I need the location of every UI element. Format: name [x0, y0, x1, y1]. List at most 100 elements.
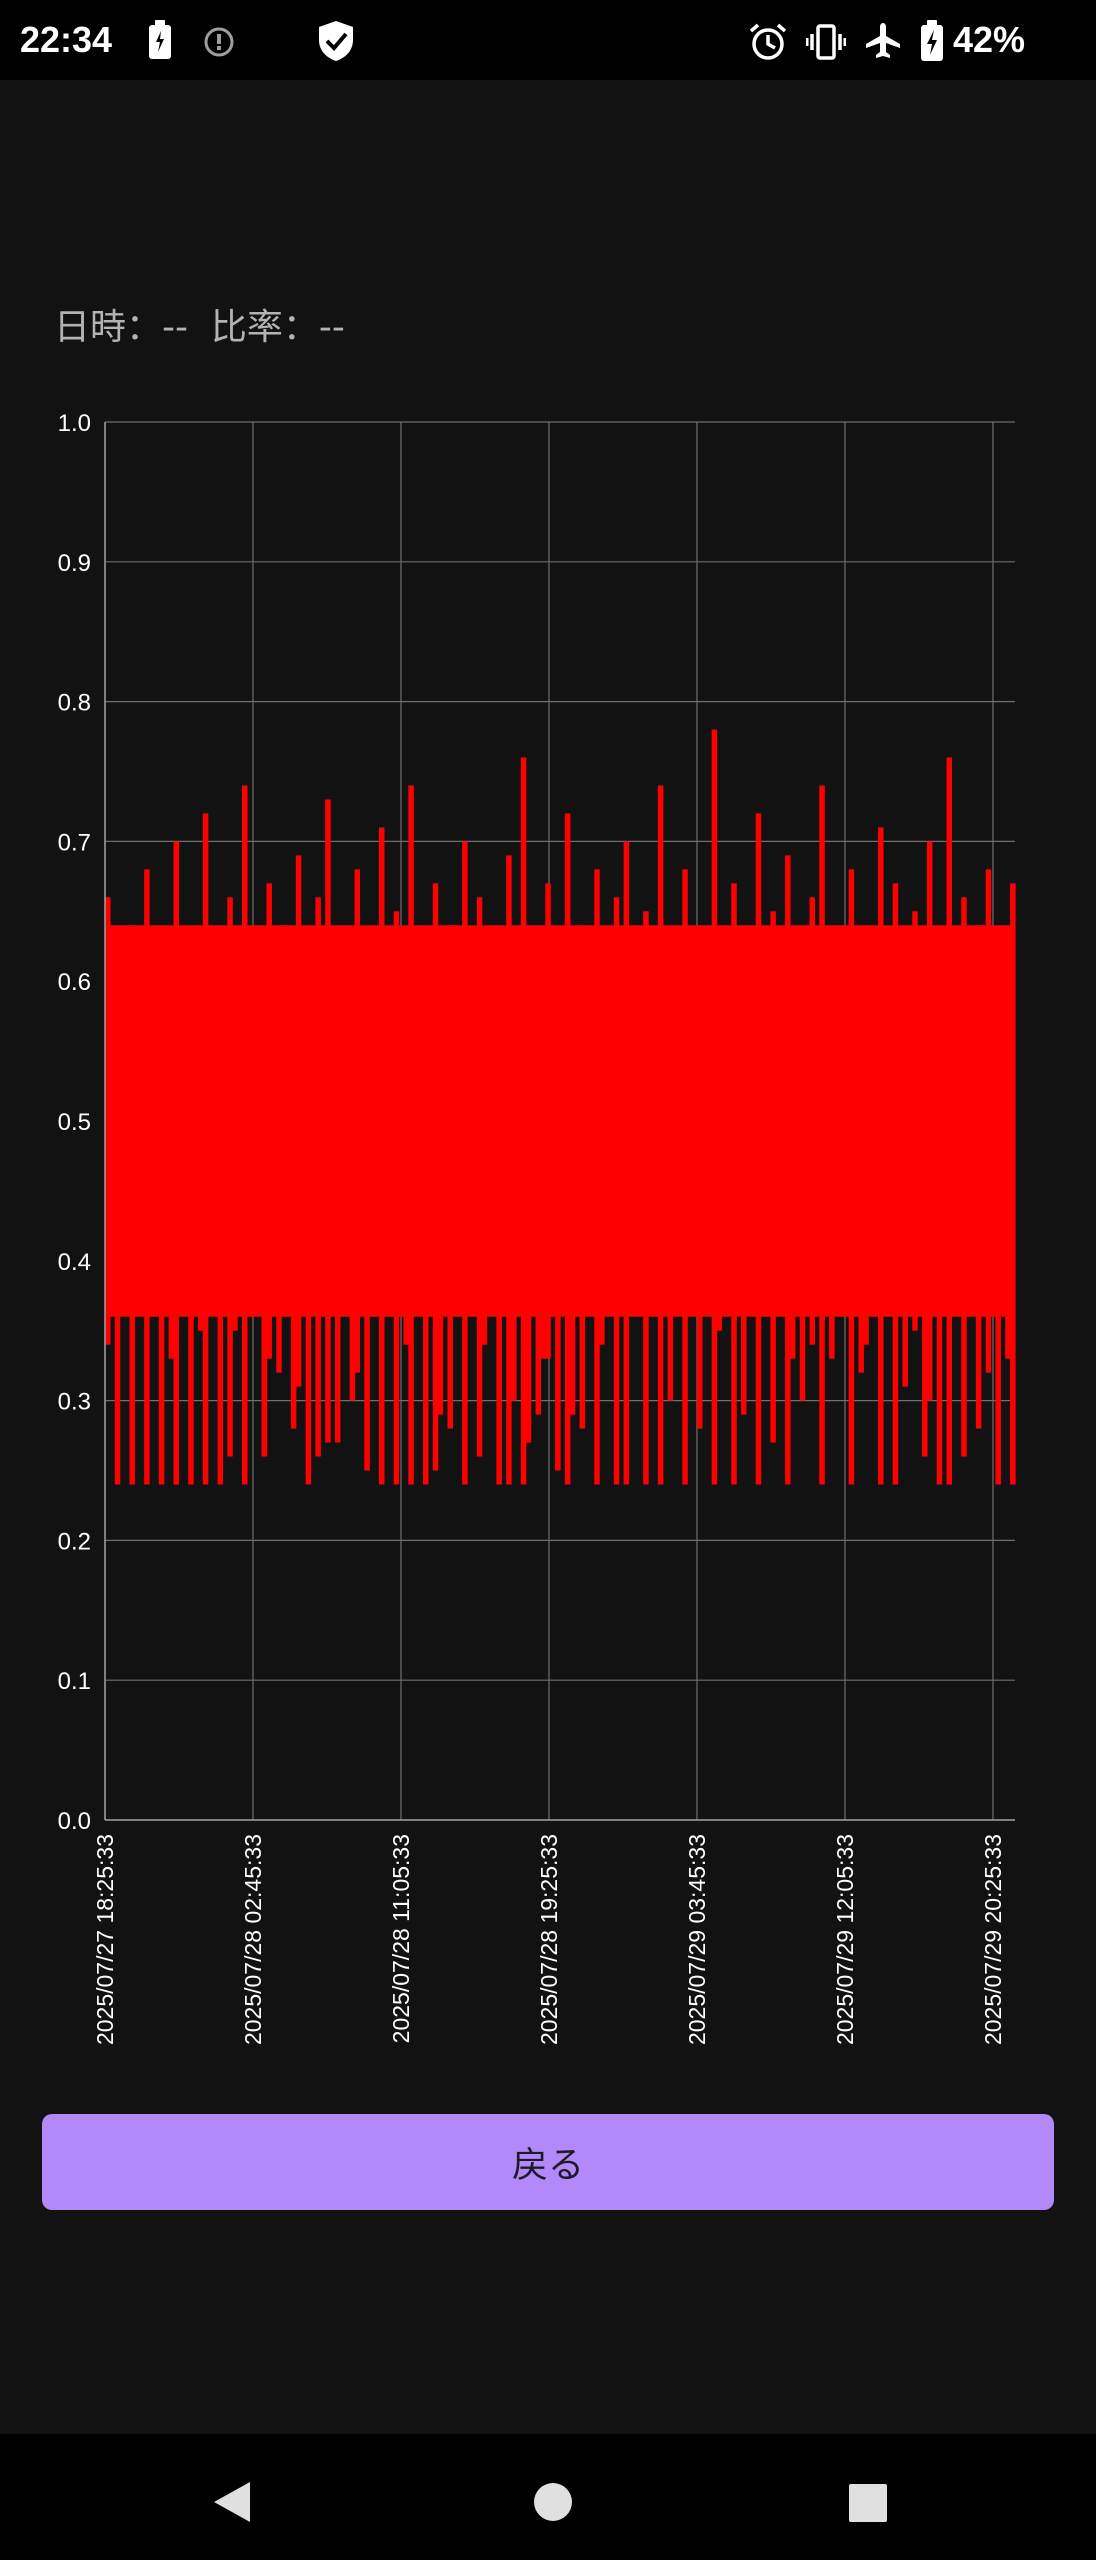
data-bar[interactable] — [780, 1009, 786, 1121]
data-bar-low[interactable] — [476, 1121, 483, 1457]
data-bar[interactable] — [310, 1107, 316, 1121]
data-bar-low[interactable] — [799, 1121, 806, 1401]
data-bar-low[interactable] — [878, 1121, 884, 1485]
data-bar-low[interactable] — [300, 1121, 307, 1261]
data-bar-low[interactable] — [290, 1121, 297, 1429]
data-bar[interactable] — [432, 883, 439, 1121]
data-bar-low[interactable] — [912, 1121, 918, 1331]
data-bar[interactable] — [129, 925, 135, 1121]
back-button[interactable]: 戻る — [42, 2114, 1054, 2210]
data-bar[interactable] — [266, 883, 272, 1121]
data-bar[interactable] — [819, 785, 825, 1121]
data-bar[interactable] — [882, 1037, 889, 1121]
data-bar[interactable] — [168, 995, 175, 1121]
data-bar[interactable] — [838, 925, 845, 1121]
data-bar-low[interactable] — [183, 1121, 189, 1261]
data-bar-low[interactable] — [491, 1121, 497, 1261]
data-bar-low[interactable] — [427, 1121, 434, 1261]
data-bar-low[interactable] — [315, 1121, 321, 1457]
data-bar-low[interactable] — [941, 1121, 948, 1261]
data-bar[interactable] — [926, 841, 933, 1121]
data-bar-low[interactable] — [447, 1121, 453, 1429]
data-bar-low[interactable] — [457, 1121, 463, 1261]
data-bar-low[interactable] — [687, 1121, 693, 1289]
data-bar[interactable] — [643, 911, 649, 1121]
data-bar-low[interactable] — [295, 1121, 302, 1387]
data-bar-low[interactable] — [794, 1121, 801, 1261]
data-bar[interactable] — [119, 1009, 126, 1121]
data-bar-low[interactable] — [638, 1121, 644, 1261]
data-bar-low[interactable] — [745, 1121, 752, 1261]
data-bar[interactable] — [961, 897, 967, 1121]
data-bar-low[interactable] — [437, 1121, 444, 1415]
data-bar[interactable] — [721, 1023, 727, 1121]
data-bar[interactable] — [476, 897, 483, 1121]
data-bar-low[interactable] — [966, 1121, 972, 1317]
data-bar-low[interactable] — [1000, 1121, 1006, 1261]
data-bar-low[interactable] — [829, 1121, 835, 1359]
data-bar-low[interactable] — [246, 1121, 253, 1261]
data-bar[interactable] — [936, 953, 943, 1121]
data-bar-low[interactable] — [462, 1121, 468, 1485]
data-bar-low[interactable] — [579, 1121, 586, 1429]
data-bar-low[interactable] — [887, 1121, 894, 1261]
data-bar-low[interactable] — [202, 1121, 209, 1485]
data-bar-low[interactable] — [251, 1121, 258, 1275]
data-bar-low[interactable] — [863, 1121, 869, 1345]
data-bar-low[interactable] — [936, 1121, 943, 1485]
data-bar-low[interactable] — [608, 1121, 615, 1261]
data-bar-low[interactable] — [149, 1121, 155, 1261]
data-bar-low[interactable] — [613, 1121, 620, 1485]
data-bar[interactable] — [892, 883, 899, 1121]
data-bar[interactable] — [956, 981, 962, 1121]
data-bar[interactable] — [604, 1037, 610, 1121]
data-bar-low[interactable] — [990, 1121, 997, 1261]
data-bar-low[interactable] — [207, 1121, 214, 1261]
data-bar-low[interactable] — [555, 1121, 561, 1471]
data-bar[interactable] — [711, 729, 718, 1121]
data-bar-low[interactable] — [403, 1121, 409, 1345]
data-bar-low[interactable] — [212, 1121, 219, 1275]
data-bar-low[interactable] — [961, 1121, 967, 1457]
data-bar-low[interactable] — [970, 1121, 977, 1261]
data-bar[interactable] — [217, 981, 224, 1121]
data-bar-low[interactable] — [530, 1121, 537, 1261]
data-bar-low[interactable] — [652, 1121, 659, 1261]
data-bar-low[interactable] — [378, 1121, 385, 1485]
data-bar-low[interactable] — [163, 1121, 170, 1261]
data-bar-low[interactable] — [286, 1121, 292, 1261]
data-bar[interactable] — [276, 1093, 282, 1121]
data-bar-low[interactable] — [926, 1121, 933, 1401]
data-bar-low[interactable] — [515, 1121, 522, 1261]
data-bar-low[interactable] — [980, 1121, 987, 1261]
data-bar[interactable] — [990, 1093, 997, 1121]
data-bar-low[interactable] — [882, 1121, 889, 1261]
data-bar[interactable] — [423, 967, 429, 1121]
data-bar-low[interactable] — [423, 1121, 429, 1485]
data-bar-low[interactable] — [222, 1121, 228, 1261]
data-bar[interactable] — [579, 925, 586, 1121]
data-bar-low[interactable] — [359, 1121, 365, 1261]
data-bar-low[interactable] — [789, 1121, 796, 1359]
data-bar-low[interactable] — [662, 1121, 669, 1261]
data-bar-low[interactable] — [119, 1121, 126, 1261]
data-bar-low[interactable] — [604, 1121, 610, 1261]
data-bar-low[interactable] — [785, 1121, 791, 1485]
data-bar[interactable] — [295, 855, 302, 1121]
data-bar[interactable] — [134, 1093, 140, 1121]
data-bar-low[interactable] — [1010, 1121, 1016, 1485]
data-bar[interactable] — [589, 967, 595, 1121]
data-bar-low[interactable] — [144, 1121, 150, 1485]
data-bar-low[interactable] — [393, 1121, 400, 1485]
data-bar[interactable] — [995, 939, 1001, 1121]
data-bar-low[interactable] — [261, 1121, 268, 1457]
data-bar-low[interactable] — [985, 1121, 992, 1373]
data-bar-low[interactable] — [584, 1121, 590, 1261]
data-bar-low[interactable] — [589, 1121, 595, 1275]
data-bar[interactable] — [922, 1009, 928, 1121]
data-bar-low[interactable] — [731, 1121, 737, 1485]
data-bar-low[interactable] — [922, 1121, 928, 1457]
data-bar[interactable] — [1005, 995, 1011, 1121]
data-bar-low[interactable] — [153, 1121, 160, 1303]
data-bar[interactable] — [657, 785, 664, 1121]
